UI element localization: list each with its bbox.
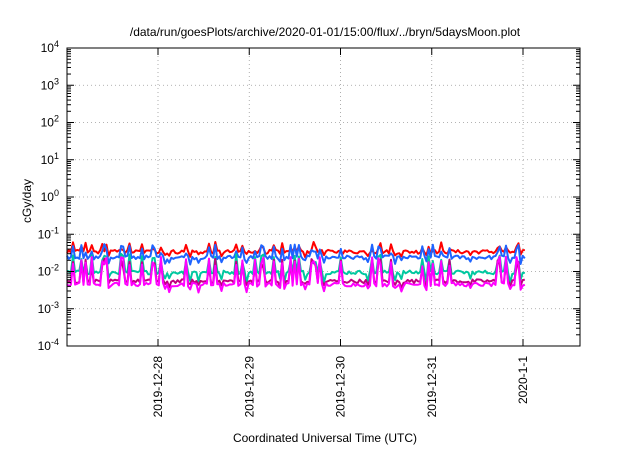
y-tick-label: 10-3 bbox=[38, 300, 59, 316]
ticks: 10-4 10-3 10-2 10-1 100 101 102 103 104 2019-12-2… bbox=[38, 39, 580, 417]
grid bbox=[67, 48, 580, 346]
x-tick-label: 2019-12-31 bbox=[425, 356, 439, 418]
y-axis-label: cGy/day bbox=[20, 179, 34, 223]
y-tick-label: 100 bbox=[41, 188, 59, 204]
y-tick-label: 101 bbox=[41, 151, 59, 167]
y-tick-label: 104 bbox=[41, 39, 59, 55]
series-line-2 bbox=[66, 243, 526, 266]
y-tick-label: 10-2 bbox=[38, 263, 59, 279]
x-tick-label: 2019-12-29 bbox=[242, 356, 256, 418]
x-axis-label: Coordinated Universal Time (UTC) bbox=[233, 431, 417, 445]
y-tick-label: 103 bbox=[41, 76, 59, 92]
x-tick-label: 2020-1-1 bbox=[516, 356, 530, 404]
x-tick-label: 2019-12-30 bbox=[334, 356, 348, 418]
y-tick-label: 10-1 bbox=[38, 225, 59, 241]
y-tick-label: 10-4 bbox=[38, 337, 59, 353]
chart-title: /data/run/goesPlots/archive/2020-01-01/1… bbox=[130, 25, 521, 39]
y-tick-label: 102 bbox=[41, 114, 59, 130]
series-line-5 bbox=[66, 255, 526, 294]
x-tick-label: 2019-12-28 bbox=[151, 356, 165, 418]
series-group bbox=[66, 241, 526, 294]
